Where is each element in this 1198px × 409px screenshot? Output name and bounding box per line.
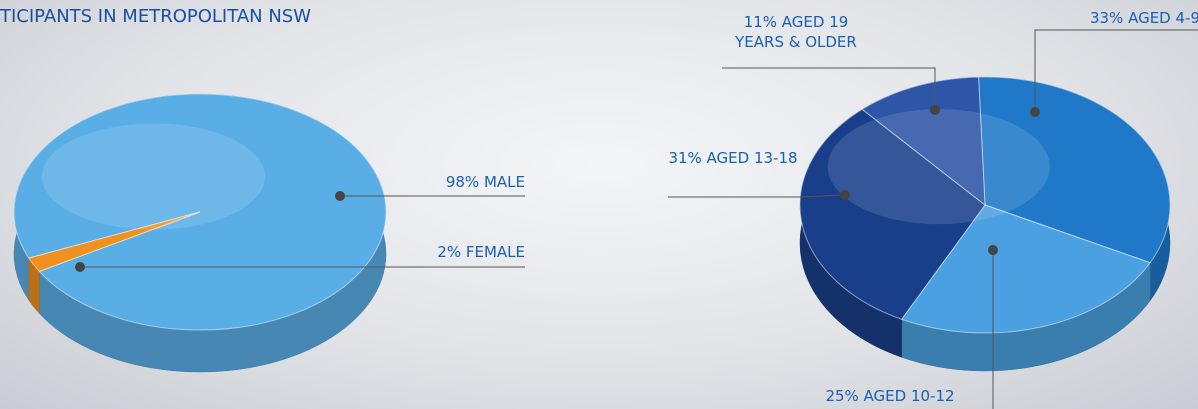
leader-dot: [930, 105, 940, 115]
leader-line: [668, 194, 846, 198]
leader-line: [722, 67, 936, 110]
leader-dot: [1030, 107, 1040, 117]
data-label: 25% AGED 10-12: [825, 387, 955, 405]
data-label: 33% AGED 4-9: [1089, 9, 1198, 27]
highlight: [827, 109, 1050, 225]
leader-dot: [988, 245, 998, 255]
pie-slice: [978, 76, 1171, 264]
highlight: [41, 123, 266, 230]
pie-slice: [900, 204, 1151, 334]
leader-line: [1034, 29, 1198, 112]
data-label: 98% MALE: [445, 173, 525, 191]
leader-dot: [840, 190, 850, 200]
chart-title: TICIPANTS IN METROPOLITAN NSW: [0, 6, 312, 27]
leader-dot: [335, 191, 345, 201]
data-label: 31% AGED 13-18: [668, 149, 798, 167]
data-label: 11% AGED 19 YEARS & OLDER: [735, 13, 857, 51]
data-label: 2% FEMALE: [437, 243, 525, 261]
pie-slice: [27, 211, 201, 272]
pie-slice: [799, 108, 986, 320]
pie-slice: [861, 76, 986, 207]
leader-dot: [75, 262, 85, 272]
